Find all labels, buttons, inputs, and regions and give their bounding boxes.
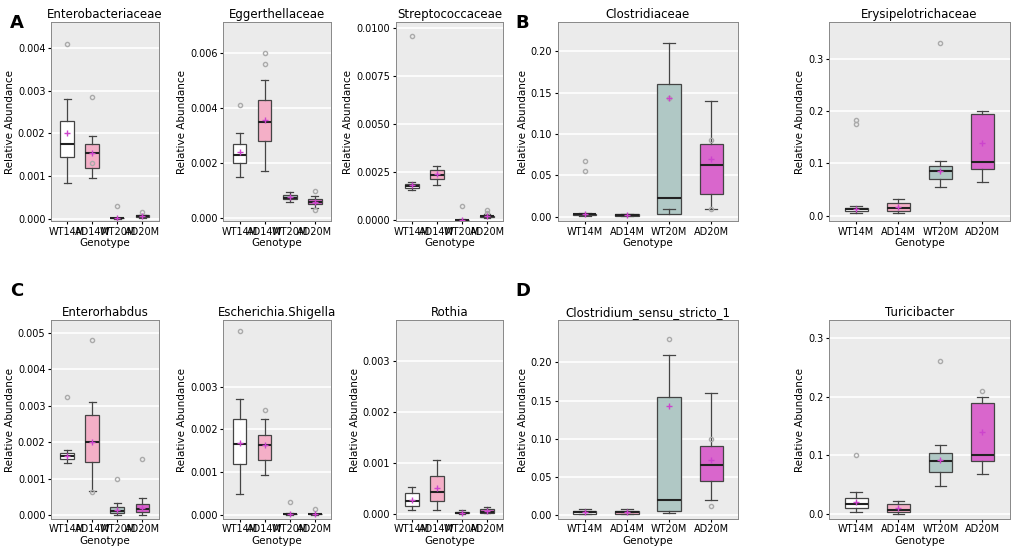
PathPatch shape: [405, 184, 419, 189]
PathPatch shape: [657, 397, 680, 511]
X-axis label: Genotype: Genotype: [252, 536, 303, 546]
Text: A: A: [10, 14, 24, 32]
PathPatch shape: [886, 504, 909, 512]
PathPatch shape: [136, 504, 149, 512]
X-axis label: Genotype: Genotype: [893, 536, 944, 546]
Y-axis label: Relative Abundance: Relative Abundance: [177, 70, 187, 174]
PathPatch shape: [86, 415, 99, 463]
Title: Erysipelotrichaceae: Erysipelotrichaceae: [860, 8, 976, 21]
X-axis label: Genotype: Genotype: [424, 536, 474, 546]
Title: Escherichia.Shigella: Escherichia.Shigella: [218, 306, 336, 319]
PathPatch shape: [573, 214, 596, 215]
PathPatch shape: [573, 511, 596, 513]
PathPatch shape: [60, 453, 74, 459]
PathPatch shape: [86, 144, 99, 167]
Y-axis label: Relative Abundance: Relative Abundance: [343, 70, 353, 174]
PathPatch shape: [614, 511, 638, 513]
PathPatch shape: [405, 493, 419, 506]
Title: Clostridiaceae: Clostridiaceae: [605, 8, 690, 21]
PathPatch shape: [699, 144, 721, 194]
Y-axis label: Relative Abundance: Relative Abundance: [518, 368, 527, 472]
X-axis label: Genotype: Genotype: [622, 536, 673, 546]
PathPatch shape: [844, 498, 867, 508]
PathPatch shape: [430, 170, 443, 179]
PathPatch shape: [844, 208, 867, 210]
Title: Eggerthellaceae: Eggerthellaceae: [229, 8, 325, 21]
X-axis label: Genotype: Genotype: [893, 238, 944, 248]
Text: D: D: [515, 282, 530, 300]
Y-axis label: Relative Abundance: Relative Abundance: [795, 368, 804, 472]
PathPatch shape: [928, 453, 951, 472]
PathPatch shape: [60, 121, 74, 157]
Text: B: B: [515, 14, 528, 32]
PathPatch shape: [886, 203, 909, 210]
PathPatch shape: [614, 214, 638, 215]
X-axis label: Genotype: Genotype: [424, 238, 474, 248]
X-axis label: Genotype: Genotype: [79, 238, 130, 248]
Y-axis label: Relative Abundance: Relative Abundance: [5, 368, 15, 472]
PathPatch shape: [928, 166, 951, 179]
PathPatch shape: [430, 476, 443, 501]
PathPatch shape: [110, 507, 124, 513]
Title: Rothia: Rothia: [430, 306, 468, 319]
Y-axis label: Relative Abundance: Relative Abundance: [5, 70, 15, 174]
Text: C: C: [10, 282, 23, 300]
PathPatch shape: [136, 215, 149, 217]
Title: Streptococcaceae: Streptococcaceae: [396, 8, 501, 21]
Y-axis label: Relative Abundance: Relative Abundance: [795, 70, 804, 174]
PathPatch shape: [110, 218, 124, 219]
PathPatch shape: [232, 420, 247, 464]
PathPatch shape: [258, 99, 271, 141]
PathPatch shape: [232, 144, 247, 163]
Title: Enterobacteriaceae: Enterobacteriaceae: [47, 8, 162, 21]
Title: Clostridium_sensu_stricto_1: Clostridium_sensu_stricto_1: [565, 306, 730, 319]
Y-axis label: Relative Abundance: Relative Abundance: [350, 368, 360, 472]
PathPatch shape: [308, 199, 321, 204]
X-axis label: Genotype: Genotype: [79, 536, 130, 546]
PathPatch shape: [699, 446, 721, 481]
PathPatch shape: [282, 195, 297, 199]
PathPatch shape: [258, 435, 271, 460]
PathPatch shape: [480, 215, 493, 217]
X-axis label: Genotype: Genotype: [622, 238, 673, 248]
PathPatch shape: [970, 402, 994, 461]
Title: Turicibacter: Turicibacter: [883, 306, 953, 319]
Y-axis label: Relative Abundance: Relative Abundance: [177, 368, 187, 472]
PathPatch shape: [657, 84, 680, 214]
PathPatch shape: [454, 512, 469, 513]
PathPatch shape: [480, 509, 493, 513]
Y-axis label: Relative Abundance: Relative Abundance: [518, 70, 527, 174]
X-axis label: Genotype: Genotype: [252, 238, 303, 248]
PathPatch shape: [970, 114, 994, 169]
Title: Enterorhabdus: Enterorhabdus: [61, 306, 148, 319]
